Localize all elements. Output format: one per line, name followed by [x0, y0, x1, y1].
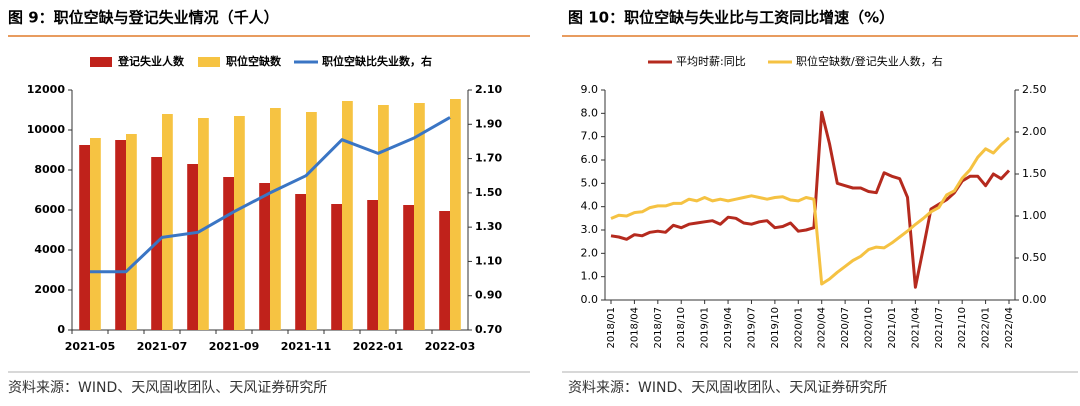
x-tick-label: 2021/10 — [957, 307, 968, 349]
bar — [295, 194, 306, 330]
x-tick-label: 2019/10 — [770, 307, 781, 349]
legend-label: 职位空缺数 — [226, 54, 282, 68]
bar — [223, 177, 234, 330]
bar — [162, 114, 173, 330]
tick-label: 1.10 — [475, 254, 502, 267]
x-tick-label: 2020/07 — [840, 307, 851, 349]
x-tick-label: 2020/10 — [864, 307, 875, 349]
x-tick-label: 2019/04 — [723, 307, 734, 349]
source-note: 资料来源：WIND、天风固收团队、天风证券研究所 — [568, 380, 887, 396]
x-tick-label: 2021/01 — [887, 307, 898, 349]
x-tick-label: 2021-11 — [281, 340, 332, 353]
tick-label: 2.0 — [581, 246, 599, 259]
bar — [270, 108, 281, 330]
bar — [439, 211, 450, 330]
x-tick-label: 2022-03 — [425, 340, 476, 353]
x-tick-label: 2019/01 — [700, 307, 711, 349]
tick-label: 2.10 — [475, 83, 502, 96]
chart-title: 图 9：职位空缺与登记失业情况（千人） — [8, 9, 279, 27]
tick-label: 8.0 — [581, 106, 599, 119]
legend-swatch — [90, 57, 112, 67]
tick-label: 0.70 — [475, 323, 502, 336]
tick-label: 0.90 — [475, 289, 502, 302]
bar — [90, 138, 101, 330]
line-series — [90, 116, 451, 274]
tick-label: 0.00 — [1022, 293, 1047, 306]
x-tick-label: 2021-09 — [209, 340, 260, 353]
bar — [187, 164, 198, 330]
tick-label: 4000 — [34, 243, 65, 256]
x-tick-label: 2018/01 — [606, 307, 617, 349]
x-tick-label: 2022/01 — [981, 307, 992, 349]
tick-label: 3.0 — [581, 223, 599, 236]
tick-label: 6000 — [34, 203, 65, 216]
x-tick-label: 2021/07 — [934, 307, 945, 349]
tick-label: 2000 — [34, 283, 65, 296]
x-tick-label: 2019/07 — [746, 307, 757, 349]
bar — [403, 205, 414, 330]
tick-label: 8000 — [34, 163, 65, 176]
tick-label: 1.50 — [475, 186, 502, 199]
tick-label: 1.00 — [1022, 209, 1047, 222]
legend-label: 登记失业人数 — [117, 54, 185, 68]
x-tick-label: 2020/04 — [817, 307, 828, 349]
bar — [259, 183, 270, 330]
x-tick-label: 2022/04 — [1004, 307, 1015, 349]
bar — [198, 118, 209, 330]
tick-label: 1.70 — [475, 152, 502, 165]
x-tick-label: 2018/07 — [653, 307, 664, 349]
legend-swatch — [198, 57, 220, 67]
tick-label: 1.0 — [581, 270, 599, 283]
bar — [331, 204, 342, 330]
tick-label: 5.0 — [581, 176, 599, 189]
tick-label: 0.0 — [581, 293, 599, 306]
bar — [126, 134, 137, 330]
tick-label: 6.0 — [581, 153, 599, 166]
tick-label: 0 — [57, 323, 65, 336]
tick-label: 1.90 — [475, 117, 502, 130]
bar — [234, 116, 245, 330]
tick-label: 4.0 — [581, 200, 599, 213]
tick-label: 0.50 — [1022, 251, 1047, 264]
bar — [414, 103, 425, 330]
bar — [306, 112, 317, 330]
tick-label: 10000 — [27, 123, 66, 136]
tick-label: 12000 — [27, 83, 66, 96]
tick-label: 1.50 — [1022, 167, 1047, 180]
tick-label: 7.0 — [581, 130, 599, 143]
x-tick-label: 2021/04 — [910, 307, 921, 349]
bar — [450, 99, 461, 330]
tick-label: 1.30 — [475, 220, 502, 233]
legend-label: 职位空缺比失业数，右 — [322, 54, 432, 68]
bar — [367, 200, 378, 330]
bar — [378, 105, 389, 330]
chart-title: 图 10：职位空缺与失业比与工资同比增速（%） — [568, 9, 894, 27]
source-note: 资料来源：WIND、天风固收团队、天风证券研究所 — [8, 380, 327, 396]
x-tick-label: 2020/01 — [793, 307, 804, 349]
x-tick-label: 2021-07 — [137, 340, 188, 353]
x-tick-label: 2018/10 — [676, 307, 687, 349]
line-series — [610, 136, 1010, 286]
x-tick-label: 2018/04 — [629, 307, 640, 349]
legend-label: 平均时薪:同比 — [676, 55, 746, 68]
bar — [342, 101, 353, 330]
tick-label: 9.0 — [581, 83, 599, 96]
legend-label: 职位空缺数/登记失业人数，右 — [796, 54, 943, 68]
bar — [79, 145, 90, 330]
bar — [115, 140, 126, 330]
tick-label: 2.00 — [1022, 125, 1047, 138]
tick-label: 2.50 — [1022, 83, 1047, 96]
x-tick-label: 2022-01 — [353, 340, 404, 353]
x-tick-label: 2021-05 — [65, 340, 116, 353]
